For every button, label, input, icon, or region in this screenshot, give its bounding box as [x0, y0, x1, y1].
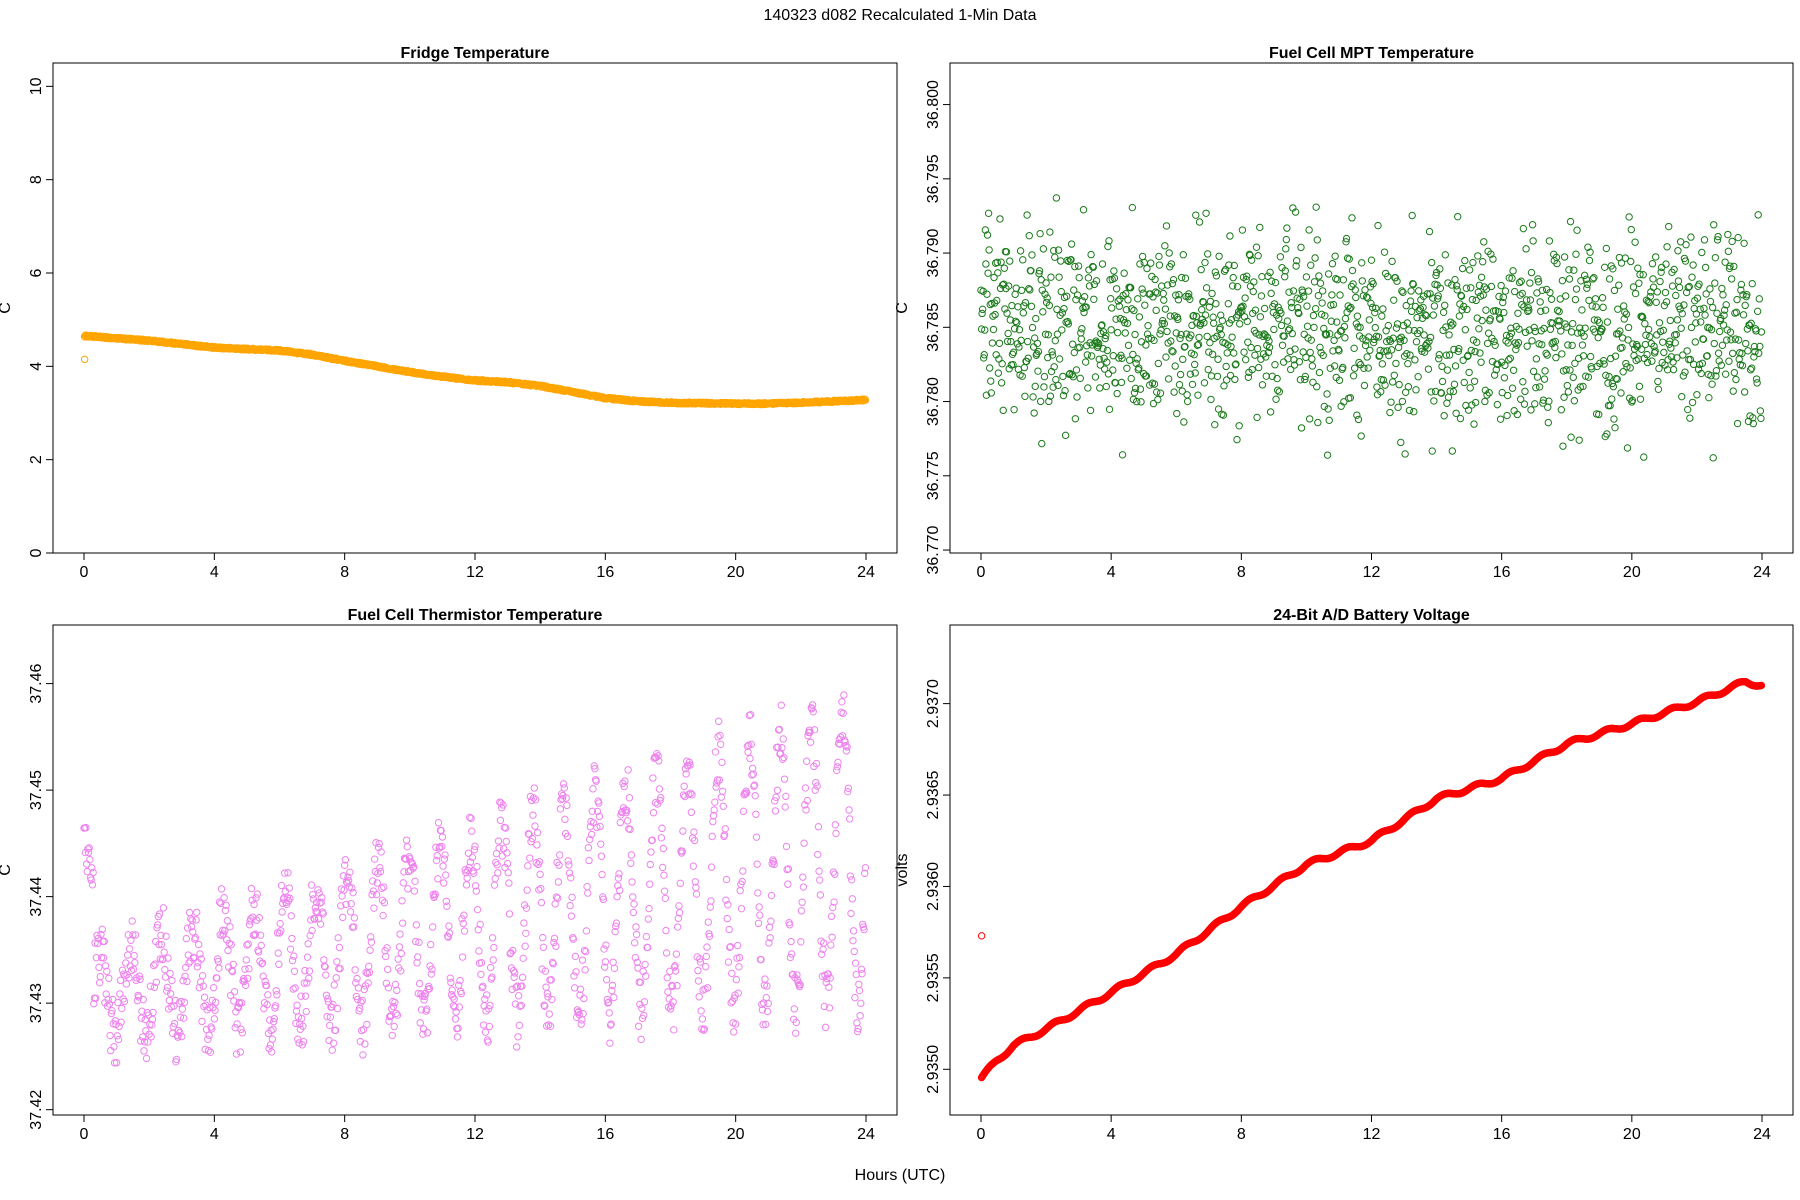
y-tick-label: 2.9370	[925, 679, 942, 728]
y-tick-label: 8	[28, 175, 45, 184]
x-tick-label: 0	[977, 1126, 986, 1143]
x-tick-label: 12	[466, 564, 484, 581]
x-axis-label: Hours (UTC)	[854, 1167, 946, 1184]
y-tick-label: 6	[28, 268, 45, 277]
y-tick-label: 2.9350	[925, 1045, 942, 1094]
y-tick-label: 2.9365	[925, 770, 942, 819]
scatter-points	[977, 677, 1766, 1082]
y-tick-label: 2	[28, 455, 45, 464]
x-tick-label: 20	[727, 564, 745, 581]
x-tick-label: 24	[1753, 1126, 1771, 1143]
x-tick-label: 4	[210, 564, 219, 581]
y-tick-label: 10	[28, 77, 45, 95]
x-tick-label: 16	[596, 564, 614, 581]
x-tick-label: 16	[1493, 1126, 1511, 1143]
panel-title: 24-Bit A/D Battery Voltage	[1273, 607, 1470, 624]
x-tick-label: 12	[1363, 1126, 1381, 1143]
figure-title: 140323 d082 Recalculated 1-Min Data	[763, 7, 1037, 24]
x-tick-label: 24	[857, 564, 875, 581]
x-tick-label: 20	[1623, 1126, 1641, 1143]
x-tick-label: 8	[340, 564, 349, 581]
plot-frame	[949, 624, 1794, 1116]
x-tick-label: 0	[80, 564, 89, 581]
y-tick-label: 2.9360	[925, 862, 942, 911]
y-axis-label: C	[0, 302, 14, 314]
scatter-points	[80, 331, 870, 409]
x-tick-label: 4	[1107, 1126, 1116, 1143]
panel-title: Fridge Temperature	[400, 45, 549, 62]
y-tick-label: 4	[28, 362, 45, 371]
y-tick-label: 0	[28, 548, 45, 557]
y-tick-label: 2.9355	[925, 953, 942, 1002]
x-tick-label: 8	[1237, 1126, 1246, 1143]
y-axis-label: volts	[894, 854, 911, 887]
